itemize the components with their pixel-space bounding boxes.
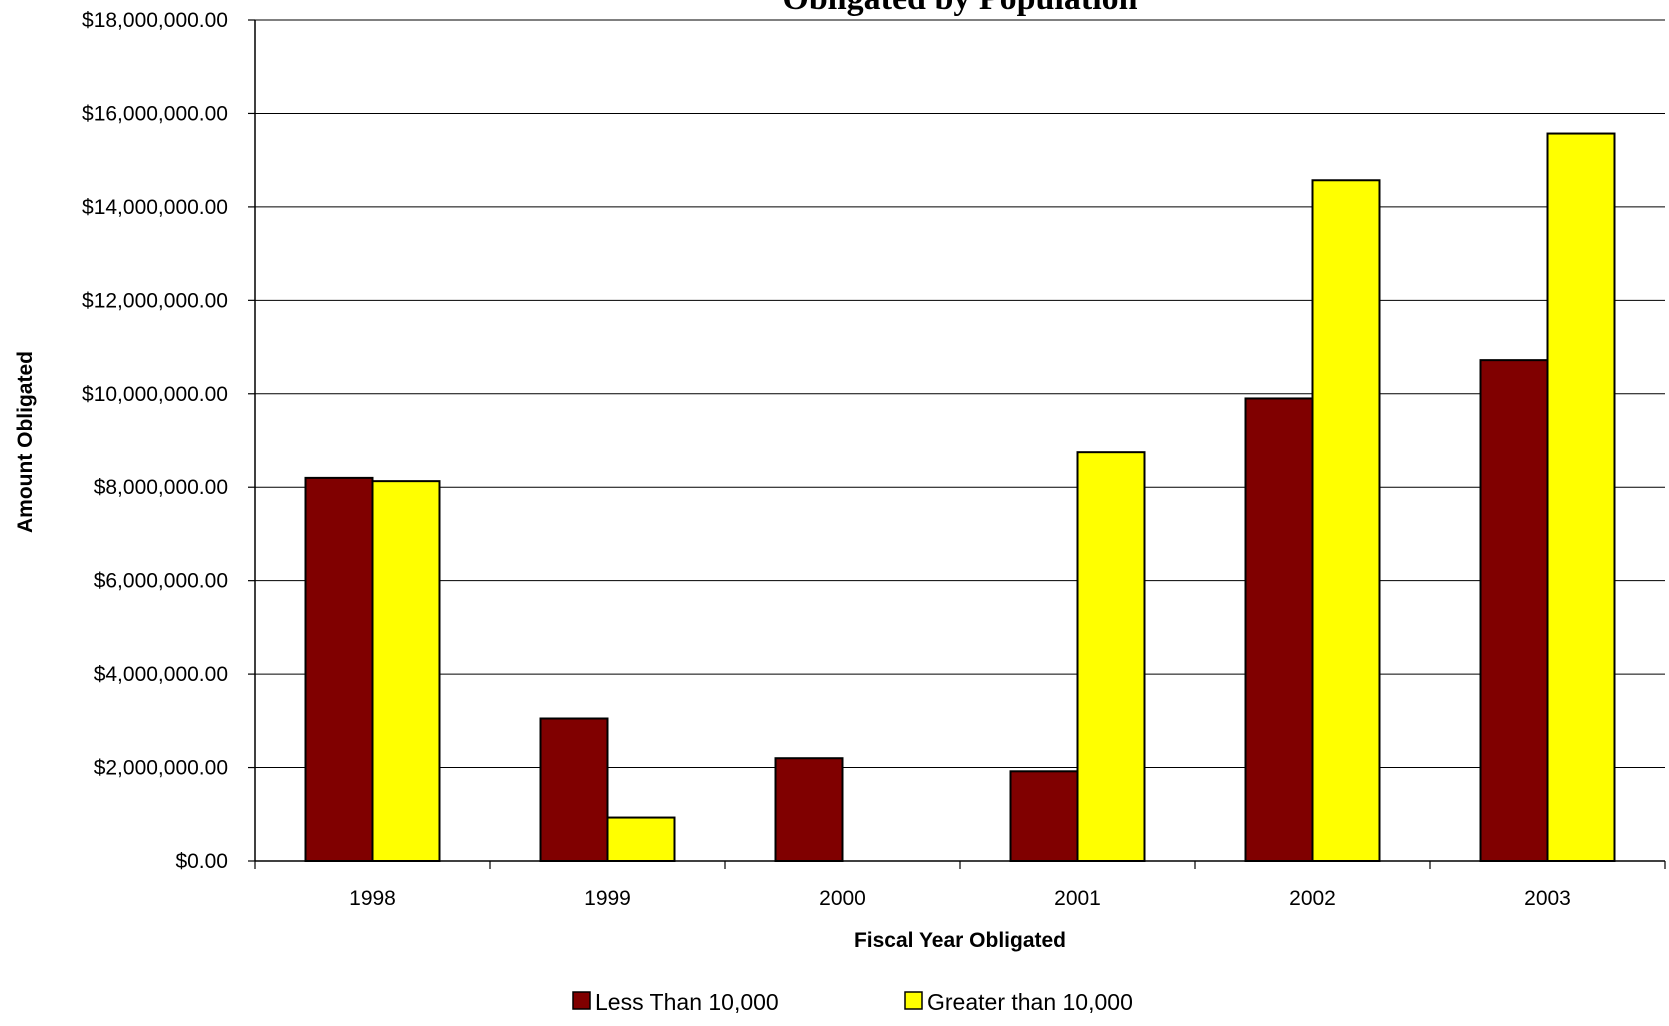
legend: Less Than 10,000 Greater than 10,000: [572, 989, 1133, 1015]
gridlines: [255, 19, 1665, 769]
y-tick-label: $16,000,000.00: [82, 102, 228, 125]
x-tick-label: 1998: [349, 887, 396, 910]
x-axis-ticks: 1998 1999 2000 2001 2002 2003: [254, 861, 1666, 910]
y-tick-label: $2,000,000.00: [94, 757, 228, 780]
bar-less-than-10000-1999: [539, 717, 609, 862]
chart-title: Obligated by Population: [782, 0, 1137, 17]
bar-greater-than-10000-2002: [1311, 179, 1381, 863]
bar-greater-than-10000-2003: [1546, 132, 1616, 863]
bar-less-than-10000-2003: [1479, 359, 1549, 862]
legend-label: Greater than 10,000: [927, 989, 1133, 1015]
y-tick-label: $0.00: [175, 850, 228, 873]
legend-swatch: [904, 991, 923, 1010]
y-axis-title: Amount Obligated: [14, 351, 37, 533]
y-tick-label: $4,000,000.00: [94, 663, 228, 686]
bar-less-than-10000-1998: [304, 476, 374, 862]
bar-less-than-10000-2001: [1009, 770, 1079, 862]
x-axis-title: Fiscal Year Obligated: [854, 929, 1066, 952]
y-axis-ticks: $0.00 $2,000,000.00 $4,000,000.00 $6,000,00…: [82, 9, 255, 873]
y-tick-label: $6,000,000.00: [94, 570, 228, 593]
y-tick-label: $12,000,000.00: [82, 289, 228, 312]
x-tick-label: 2003: [1524, 887, 1571, 910]
bar-greater-than-10000-1998: [371, 480, 441, 862]
axes: [254, 20, 1665, 862]
legend-label: Less Than 10,000: [595, 989, 779, 1015]
bar-less-than-10000-2002: [1244, 397, 1314, 862]
y-tick-label: $10,000,000.00: [82, 383, 228, 406]
legend-swatch: [572, 991, 591, 1010]
x-tick-label: 1999: [584, 887, 631, 910]
bar-greater-than-10000-2001: [1076, 451, 1146, 862]
y-tick-label: $18,000,000.00: [82, 9, 228, 32]
x-tick-label: 2001: [1054, 887, 1101, 910]
x-tick-label: 2000: [819, 887, 866, 910]
y-tick-label: $8,000,000.00: [94, 476, 228, 499]
bar-less-than-10000-2000: [774, 757, 844, 863]
bars: [304, 132, 1616, 863]
bar-greater-than-10000-1999: [606, 816, 676, 863]
y-tick-label: $14,000,000.00: [82, 196, 228, 219]
x-tick-label: 2002: [1289, 887, 1336, 910]
